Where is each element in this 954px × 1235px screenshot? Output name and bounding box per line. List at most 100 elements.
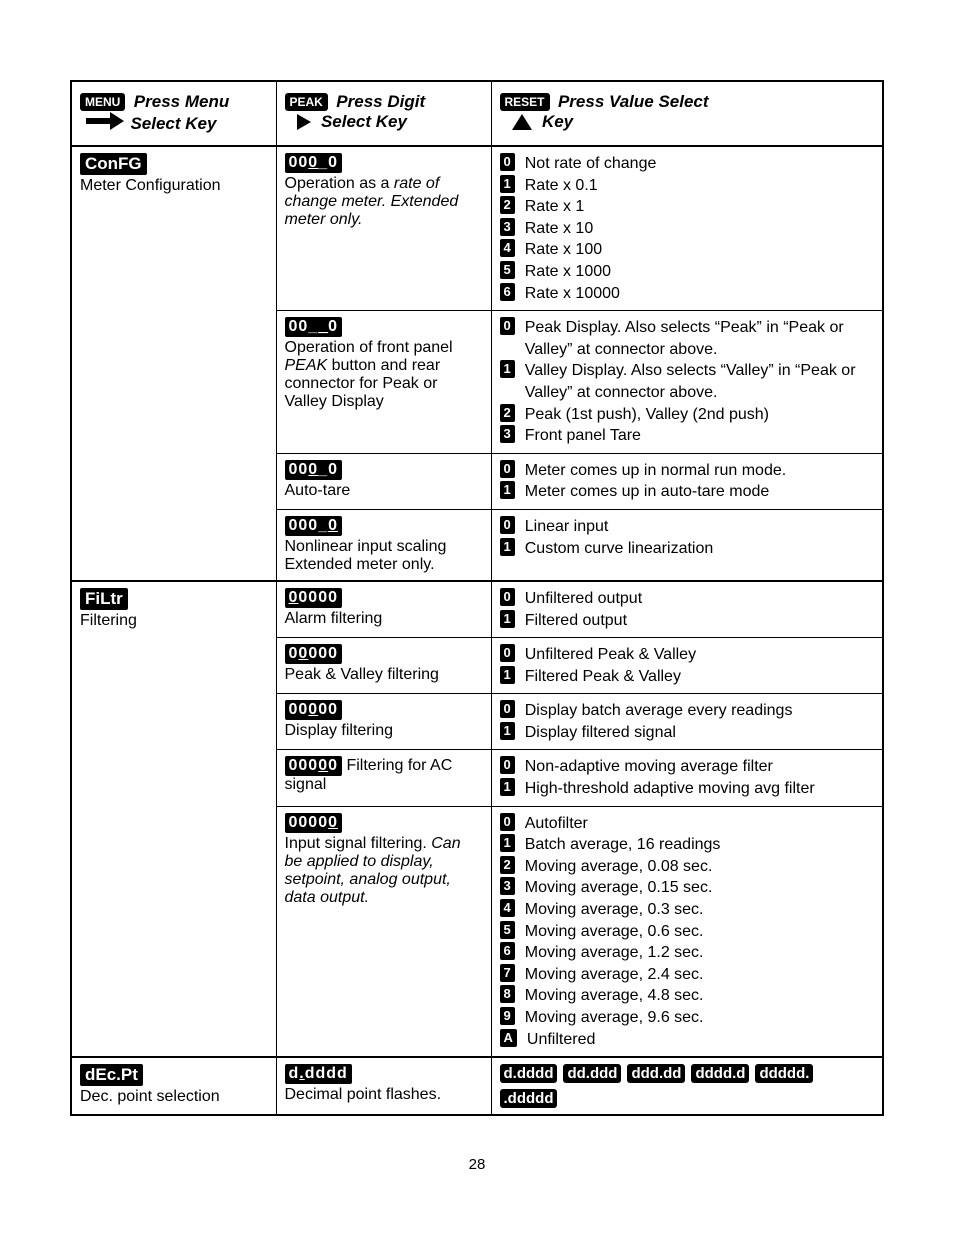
digit-cell: 000_0Nonlinear input scaling Extended me…	[276, 509, 491, 581]
value-list: 0 Not rate of change 1 Rate x 0.12Rate x 13…	[500, 153, 875, 304]
value-key: 0	[500, 460, 515, 478]
value-key: 2	[500, 856, 515, 874]
value-text: Moving average, 9.6 sec.	[525, 1007, 874, 1029]
value-item: 0 Non-adaptive moving average filter	[500, 756, 875, 778]
digit-cell: 00000 Filtering for AC signal	[276, 750, 491, 806]
value-text: Rate x 1000	[525, 261, 874, 283]
value-item: 1Meter comes up in auto-tare mode	[500, 481, 875, 503]
value-cell: d.dddddd.dddddd.dddddd.dddddd..ddddd	[491, 1057, 883, 1115]
value-text: Filtered output	[525, 610, 874, 632]
value-text: Valley Display. Also selects “Valley” in…	[525, 360, 874, 403]
digit-cell: 000_0Operation as a rate of change meter…	[276, 146, 491, 311]
value-list: 0Autofilter1Batch average, 16 readings2M…	[500, 813, 875, 1051]
digit-desc: Decimal point flashes.	[285, 1086, 483, 1104]
value-item: 2Rate x 1	[500, 196, 875, 218]
value-key: 3	[500, 425, 515, 443]
menu-badge: MENU	[80, 93, 125, 111]
value-key: 0	[500, 756, 515, 774]
value-key: 6	[500, 283, 515, 301]
value-item: 1 Rate x 0.1	[500, 175, 875, 197]
value-item: 0Peak Display. Also selects “Peak” in “P…	[500, 317, 875, 360]
value-cell: 0Unfiltered output1Filtered output	[491, 581, 883, 638]
value-key: 4	[500, 239, 515, 257]
digit-desc: Operation of front panel PEAK button and…	[285, 339, 483, 411]
value-text: Rate x 0.1	[525, 175, 874, 197]
digit-box: 00000	[285, 813, 343, 833]
value-key: 1	[500, 610, 515, 628]
value-item: 5Moving average, 0.6 sec.	[500, 921, 875, 943]
digit-desc: Alarm filtering	[285, 610, 483, 628]
value-text: Moving average, 0.3 sec.	[525, 899, 874, 921]
decpt-badge: dddd.d	[691, 1064, 749, 1083]
value-text: Display filtered signal	[525, 722, 874, 744]
value-cell: 0Unfiltered Peak & Valley1Filtered Peak …	[491, 638, 883, 694]
menu-line2: Select Key	[130, 114, 216, 134]
value-key: 0	[500, 153, 515, 171]
value-item: 0Linear input	[500, 516, 875, 538]
value-text: Unfiltered Peak & Valley	[525, 644, 874, 666]
value-text: Autofilter	[525, 813, 874, 835]
menu-line1: Press Menu	[134, 92, 229, 112]
value-text: Non-adaptive moving average filter	[525, 756, 874, 778]
value-key: 1	[500, 834, 515, 852]
value-list: 0 Meter comes up in normal run mode.1Mete…	[500, 460, 875, 503]
value-item: 0 Not rate of change	[500, 153, 875, 175]
value-key: 0	[500, 644, 515, 662]
reset-line1: Press Value Select	[558, 92, 709, 112]
menu-desc: Filtering	[80, 612, 268, 630]
menu-term: dEc.Pt	[80, 1064, 143, 1086]
digit-cell: 00__0Operation of front panel PEAK butto…	[276, 311, 491, 454]
digit-cell: 00000Input signal filtering. Can be appl…	[276, 806, 491, 1057]
value-text: Batch average, 16 readings	[525, 834, 874, 856]
page-number: 28	[70, 1156, 884, 1173]
value-text: Meter comes up in normal run mode.	[525, 460, 874, 482]
digit-cell: 000_0 Auto-tare	[276, 453, 491, 509]
menu-cell: ConFG Meter Configuration	[71, 146, 276, 581]
value-text: Moving average, 0.08 sec.	[525, 856, 874, 878]
value-item: 0Autofilter	[500, 813, 875, 835]
value-text: High-threshold adaptive moving avg filte…	[525, 778, 874, 800]
value-key: 0	[500, 317, 515, 335]
value-text: Moving average, 0.15 sec.	[525, 877, 874, 899]
menu-cell: FiLtr Filtering	[71, 581, 276, 1057]
value-text: Rate x 1	[525, 196, 874, 218]
value-key: 1	[500, 360, 515, 378]
reset-line2: Key	[542, 112, 573, 132]
value-item: 1Custom curve linearization	[500, 538, 875, 560]
value-text: Filtered Peak & Valley	[525, 666, 874, 688]
value-key: 1	[500, 538, 515, 556]
value-key: 3	[500, 877, 515, 895]
value-item: 3Rate x 10	[500, 218, 875, 240]
value-cell: 0 Meter comes up in normal run mode.1Mete…	[491, 453, 883, 509]
value-key: 1	[500, 778, 515, 796]
value-cell: 0 Not rate of change 1 Rate x 0.12Rate x 13…	[491, 146, 883, 311]
value-item: 1 Filtered output	[500, 610, 875, 632]
value-key: 0	[500, 700, 515, 718]
value-item: 0Display batch average every readings	[500, 700, 875, 722]
digit-box: 000_0	[285, 460, 343, 480]
digit-box: 000_0	[285, 516, 343, 536]
value-item: 1 Batch average, 16 readings	[500, 834, 875, 856]
header-value-cell: RESET Press Value Select Key	[491, 81, 883, 146]
decpt-badge: ddd.dd	[627, 1064, 685, 1083]
menu-term: FiLtr	[80, 588, 128, 610]
value-key: 1	[500, 175, 515, 193]
value-item: 2Peak (1st push), Valley (2nd push)	[500, 404, 875, 426]
value-item: AUnfiltered	[500, 1029, 875, 1051]
value-text: Not rate of change	[525, 153, 874, 175]
value-key: 8	[500, 985, 515, 1003]
digit-box: 00000	[285, 644, 343, 664]
value-key: 4	[500, 899, 515, 917]
header-digit-cell: PEAK Press Digit Select Key	[276, 81, 491, 146]
digit-desc: Auto-tare	[285, 482, 483, 500]
value-item: 8Moving average, 4.8 sec.	[500, 985, 875, 1007]
value-text: Linear input	[525, 516, 874, 538]
value-key: A	[500, 1029, 517, 1047]
digit-desc: Nonlinear input scaling Extended meter o…	[285, 538, 483, 574]
value-item: 3 Moving average, 0.15 sec.	[500, 877, 875, 899]
value-key: 6	[500, 942, 515, 960]
value-item: 4Rate x 100	[500, 239, 875, 261]
value-list: 0Display batch average every readings1Di…	[500, 700, 875, 743]
peak-line2: Select Key	[321, 112, 407, 132]
decpt-badge: .ddddd	[500, 1089, 558, 1108]
